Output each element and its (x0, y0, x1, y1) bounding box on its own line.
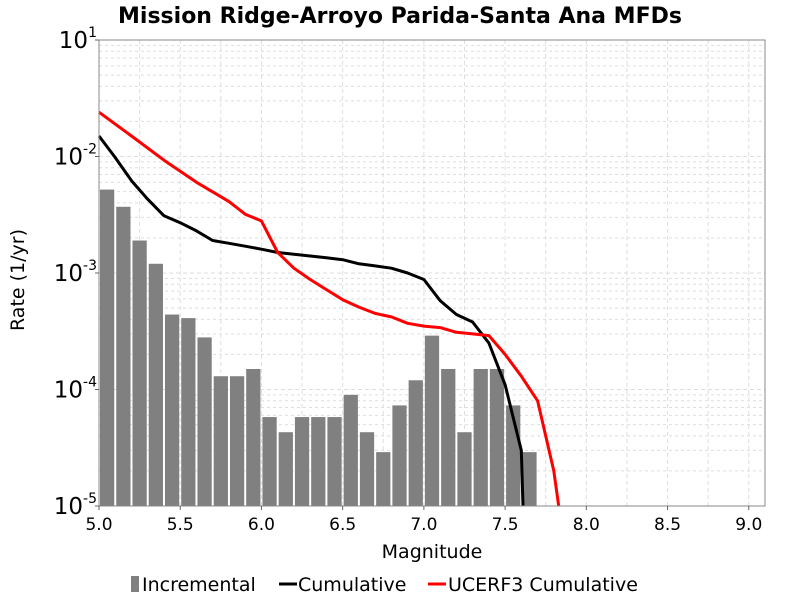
x-tick-label: 5.0 (85, 515, 112, 535)
x-tick-label: 8.5 (654, 515, 681, 535)
bar-incremental (473, 368, 488, 506)
bar-incremental (327, 417, 342, 506)
bar-incremental (359, 432, 375, 506)
y-tick-base: 10 (54, 494, 83, 520)
x-tick-label: 6.0 (248, 515, 275, 535)
y-tick-label: 10-5 (54, 491, 97, 520)
y-tick-exponent: -4 (83, 375, 97, 391)
bar-incremental (148, 263, 163, 506)
bar-incremental (181, 318, 196, 506)
bar-incremental (489, 368, 505, 506)
bar-incremental (522, 452, 537, 506)
y-tick-base: 10 (54, 145, 83, 171)
bar-incremental (294, 417, 310, 506)
cumulative-lines (97, 110, 561, 507)
y-tick-label: 10-3 (54, 258, 97, 287)
x-tick-label: 8.0 (573, 515, 600, 535)
bar-incremental (343, 394, 358, 506)
y-tick-exponent: -3 (83, 258, 97, 274)
incremental-bars (100, 189, 537, 506)
y-tick-exponent: -5 (83, 491, 97, 507)
bar-incremental (457, 432, 472, 506)
y-tick-exponent: 1 (88, 25, 97, 41)
bar-incremental (424, 335, 440, 506)
bar-incremental (246, 368, 261, 506)
bar-incremental (392, 405, 407, 506)
bar-incremental (100, 189, 115, 506)
x-axis-ticks: 5.0 5.5 6.0 6.5 7.0 7.5 8.0 8.5 9.0 (85, 506, 762, 535)
y-tick-exponent: -2 (83, 142, 97, 158)
legend-swatch-incremental (131, 576, 139, 592)
x-tick-label: 7.5 (492, 515, 519, 535)
bar-incremental (132, 240, 147, 506)
line-cumulative (97, 135, 525, 507)
y-tick-base: 10 (54, 378, 83, 404)
line-ucerf3-cumulative (98, 110, 561, 507)
bar-incremental (229, 376, 245, 506)
bar-incremental (311, 417, 326, 506)
bar-incremental (408, 380, 423, 506)
bar-incremental (441, 368, 456, 506)
y-tick-label: 101 (59, 25, 97, 54)
chart-title: Mission Ridge-Arroyo Parida-Santa Ana MF… (118, 4, 682, 29)
y-tick-base: 10 (59, 28, 88, 54)
x-tick-label: 7.0 (410, 515, 437, 535)
x-axis-label: Magnitude (382, 541, 483, 563)
x-tick-label: 9.0 (735, 515, 762, 535)
y-tick-base: 10 (54, 261, 83, 287)
legend: Incremental Cumulative UCERF3 Cumulative (131, 574, 638, 596)
bar-incremental (278, 432, 293, 506)
bar-incremental (197, 337, 212, 506)
bar-incremental (116, 206, 131, 506)
x-tick-label: 6.5 (329, 515, 356, 535)
bar-incremental (164, 314, 180, 506)
bar-incremental (376, 452, 391, 506)
bar-incremental (262, 417, 277, 506)
legend-label-ucerf3: UCERF3 Cumulative (448, 574, 638, 596)
y-tick-label: 10-4 (54, 375, 97, 404)
x-tick-label: 5.5 (167, 515, 194, 535)
legend-label-cumulative: Cumulative (298, 574, 406, 596)
y-tick-label: 10-2 (54, 142, 97, 171)
legend-label-incremental: Incremental (142, 574, 256, 596)
bar-incremental (213, 376, 228, 506)
y-axis-label: Rate (1/yr) (7, 229, 29, 331)
